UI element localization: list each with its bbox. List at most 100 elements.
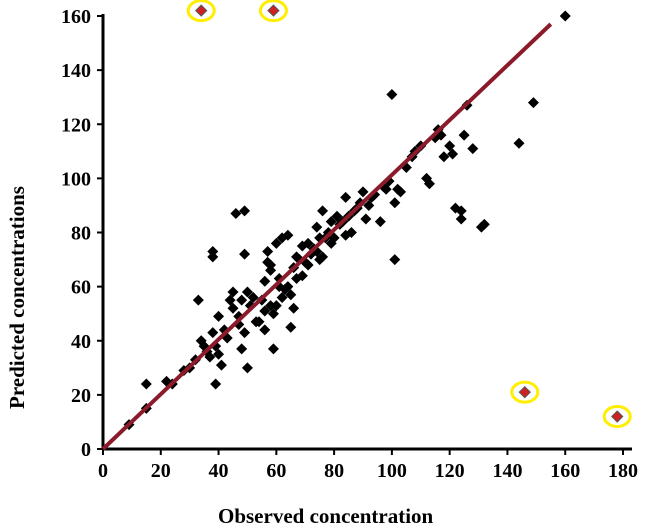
y-tick-label: 20 bbox=[71, 385, 91, 407]
data-point bbox=[259, 324, 271, 336]
data-point bbox=[360, 213, 372, 225]
data-point bbox=[270, 300, 282, 312]
data-point bbox=[207, 327, 219, 339]
x-tick-label: 80 bbox=[324, 460, 344, 482]
data-point bbox=[438, 151, 450, 163]
fit-line bbox=[101, 22, 553, 451]
data-point bbox=[262, 245, 274, 257]
y-tick-label: 60 bbox=[71, 277, 91, 299]
data-points-layer bbox=[101, 10, 571, 451]
data-point bbox=[389, 254, 401, 266]
data-point bbox=[241, 286, 253, 298]
data-point bbox=[527, 97, 539, 109]
data-point bbox=[423, 178, 435, 190]
data-point bbox=[302, 237, 314, 249]
data-point bbox=[288, 302, 300, 314]
y-tick-label: 0 bbox=[81, 439, 91, 461]
data-point bbox=[325, 216, 337, 228]
data-point bbox=[386, 88, 398, 100]
outlier-point bbox=[611, 410, 624, 423]
data-point bbox=[513, 137, 525, 149]
axes bbox=[101, 14, 632, 451]
data-point bbox=[239, 248, 251, 260]
data-point bbox=[259, 275, 271, 287]
data-point bbox=[227, 302, 239, 314]
x-tick-label: 40 bbox=[209, 460, 229, 482]
data-point bbox=[270, 237, 282, 249]
outlier-point bbox=[195, 4, 208, 17]
data-point bbox=[317, 205, 329, 217]
data-point bbox=[447, 148, 459, 160]
data-point bbox=[230, 208, 242, 220]
y-tick-label: 80 bbox=[71, 223, 91, 245]
x-tick-label: 20 bbox=[151, 460, 171, 482]
data-point bbox=[559, 10, 571, 22]
data-point bbox=[302, 259, 314, 271]
data-point bbox=[204, 351, 216, 363]
data-point bbox=[331, 210, 343, 222]
data-point bbox=[296, 270, 308, 282]
data-point bbox=[340, 191, 352, 203]
data-point bbox=[311, 221, 323, 233]
x-tick-label: 160 bbox=[550, 460, 580, 482]
data-point bbox=[207, 251, 219, 263]
x-axis-title: Observed concentration bbox=[218, 504, 434, 528]
data-point bbox=[259, 305, 271, 317]
y-axis-ticks: 0 20 40 60 80 100 120 140 160 bbox=[61, 6, 103, 461]
data-point bbox=[467, 143, 479, 155]
data-point bbox=[247, 291, 259, 303]
x-tick-label: 0 bbox=[98, 460, 108, 482]
data-point bbox=[267, 343, 279, 355]
data-point bbox=[458, 129, 470, 141]
data-point bbox=[265, 300, 277, 312]
data-point bbox=[227, 286, 239, 298]
highlighted-points-layer bbox=[186, 0, 632, 429]
data-point bbox=[241, 362, 253, 374]
data-point bbox=[285, 289, 297, 301]
data-point bbox=[265, 259, 277, 271]
data-point bbox=[192, 294, 204, 306]
data-point bbox=[140, 378, 152, 390]
y-axis-title: Predicted concentrations bbox=[5, 186, 29, 409]
highlight-ring bbox=[186, 0, 216, 23]
y-tick-label: 140 bbox=[61, 60, 91, 82]
data-point bbox=[478, 218, 490, 230]
x-tick-label: 140 bbox=[492, 460, 522, 482]
data-point bbox=[395, 186, 407, 198]
data-point bbox=[380, 183, 392, 195]
data-point bbox=[455, 205, 467, 217]
highlight-ring bbox=[258, 0, 288, 23]
x-tick-label: 100 bbox=[377, 460, 407, 482]
data-point bbox=[282, 281, 294, 293]
x-tick-label: 60 bbox=[266, 460, 286, 482]
data-point bbox=[267, 308, 279, 320]
x-axis-ticks: 0 20 40 60 80 100 120 140 160 180 bbox=[98, 449, 638, 482]
data-point bbox=[285, 321, 297, 333]
data-point bbox=[317, 251, 329, 263]
data-point bbox=[363, 199, 375, 211]
data-point bbox=[239, 205, 251, 217]
y-tick-label: 100 bbox=[61, 168, 91, 190]
highlight-ring bbox=[602, 405, 632, 429]
outlier-point bbox=[267, 4, 280, 17]
data-point bbox=[328, 232, 340, 244]
data-point bbox=[210, 378, 222, 390]
data-point bbox=[236, 343, 248, 355]
data-point bbox=[345, 227, 357, 238]
highlight-ring bbox=[510, 380, 540, 404]
data-point bbox=[455, 213, 467, 225]
data-point bbox=[389, 197, 401, 209]
data-point bbox=[444, 140, 456, 152]
data-point bbox=[253, 316, 265, 328]
x-tick-label: 120 bbox=[435, 460, 465, 482]
data-point bbox=[282, 229, 294, 241]
data-point bbox=[213, 348, 225, 360]
data-point bbox=[236, 294, 248, 306]
x-tick-label: 180 bbox=[608, 460, 638, 482]
outlier-point bbox=[518, 385, 531, 399]
data-point bbox=[239, 327, 251, 339]
data-point bbox=[213, 310, 225, 322]
data-point bbox=[374, 216, 386, 228]
data-point bbox=[276, 291, 288, 303]
